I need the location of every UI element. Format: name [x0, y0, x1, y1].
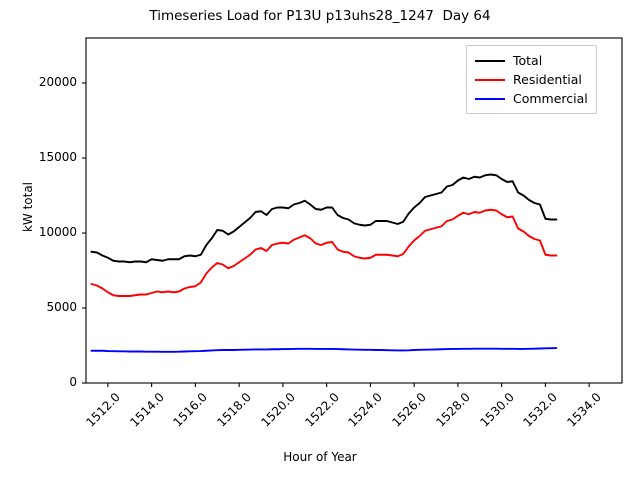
- legend-swatch-total: [475, 59, 505, 62]
- series-line-commercial: [90, 347, 558, 353]
- axes-frame: [85, 37, 623, 384]
- legend-label-commercial: Commercial: [513, 91, 588, 106]
- y-tick-marks: [82, 82, 86, 384]
- x-tick-marks: [107, 383, 590, 387]
- legend-item-commercial: Commercial: [475, 89, 588, 108]
- y-tick-label: 20000: [38, 75, 77, 89]
- series-line-residential: [90, 208, 558, 297]
- legend-item-total: Total: [475, 51, 588, 70]
- y-axis-label: kW total: [21, 181, 35, 233]
- chart-title: Timeseries Load for P13U p13uhs28_1247 D…: [149, 8, 491, 24]
- legend-swatch-commercial: [475, 97, 505, 100]
- y-tick-label: 15000: [38, 150, 77, 164]
- legend-label-residential: Residential: [513, 72, 582, 87]
- y-tick-label: 0: [69, 375, 77, 389]
- legend-label-total: Total: [513, 53, 543, 68]
- legend: Total Residential Commercial: [466, 45, 597, 114]
- legend-item-residential: Residential: [475, 70, 588, 89]
- y-tick-label: 10000: [38, 225, 77, 239]
- y-tick-label: 5000: [46, 300, 77, 314]
- data-series-lines: [90, 173, 558, 353]
- series-line-total: [90, 173, 558, 264]
- x-axis-label: Hour of Year: [283, 450, 357, 464]
- legend-swatch-residential: [475, 78, 505, 81]
